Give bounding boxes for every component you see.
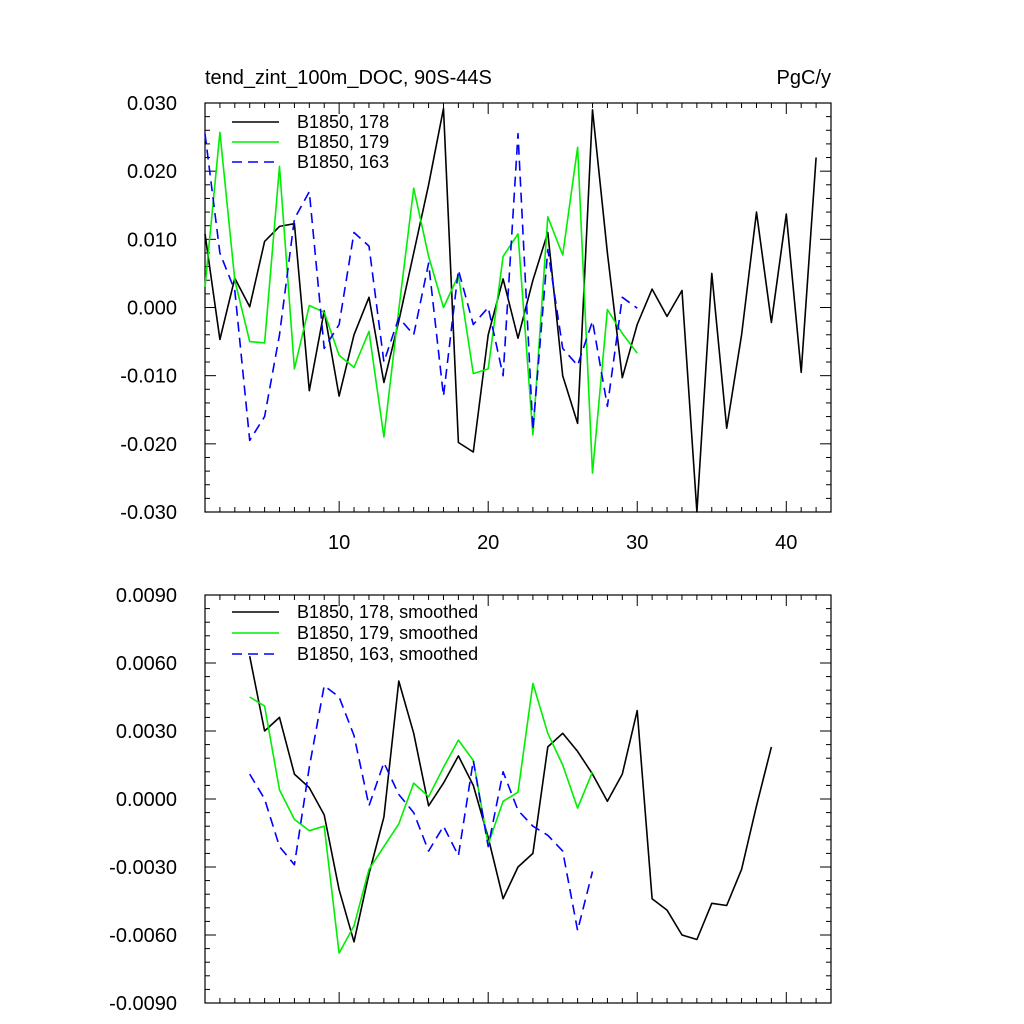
bottom-series-3-point bbox=[518, 810, 519, 811]
top-series-3-point bbox=[592, 321, 593, 322]
top-series-line-3 bbox=[204, 132, 638, 442]
top-legend-label-1: B1850, 178 bbox=[297, 112, 389, 132]
top-y-tick-label: 0.030 bbox=[127, 93, 177, 115]
top-legend-label-2: B1850, 179 bbox=[297, 132, 389, 152]
bottom-y-tick-label: -0.0030 bbox=[109, 857, 177, 879]
bottom-y-tick-label: 0.0090 bbox=[116, 585, 177, 607]
top-y-tick-label: -0.020 bbox=[120, 434, 177, 456]
bottom-series-line-3 bbox=[249, 684, 594, 932]
top-legend-label-3: B1850, 163 bbox=[297, 152, 389, 172]
bottom-legend-label-3: B1850, 163, smoothed bbox=[297, 644, 478, 664]
top-y-tick-label: 0.000 bbox=[127, 298, 177, 320]
bottom-y-tick-label: -0.0090 bbox=[109, 993, 177, 1015]
bottom-y-tick-label: 0.0000 bbox=[116, 789, 177, 811]
bottom-y-tick-label: 0.0060 bbox=[116, 653, 177, 675]
bottom-series-3-point bbox=[279, 846, 280, 847]
bottom-series-3-point bbox=[458, 855, 459, 856]
top-series-line-2 bbox=[204, 131, 638, 474]
top-series-3-point bbox=[383, 362, 384, 363]
top-y-tick-label: 0.010 bbox=[127, 229, 177, 251]
bottom-series-3-point bbox=[383, 762, 384, 763]
top-chart: 10 20 30 40 -0.030 -0.020 -0.010 0.000 0.010 0.02… bbox=[120, 67, 832, 554]
top-x-tick-label: 30 bbox=[626, 532, 648, 554]
bottom-series-3-point bbox=[339, 697, 340, 698]
top-x-tick-label: 20 bbox=[477, 532, 499, 554]
top-series-3-point bbox=[294, 218, 295, 219]
bottom-series-3-point bbox=[443, 826, 444, 827]
top-x-tick-label: 10 bbox=[328, 532, 350, 554]
bottom-y-tick-label: 0.0030 bbox=[116, 721, 177, 743]
top-series-3-point bbox=[443, 396, 444, 397]
top-y-tick-label: 0.020 bbox=[127, 161, 177, 183]
top-series-3-point bbox=[458, 270, 459, 271]
chart-title: tend_zint_100m_DOC, 90S-44S bbox=[205, 67, 492, 89]
bottom-chart: -0.0090 -0.0060 -0.0030 0.0000 0.0030 0.0060 0… bbox=[109, 585, 832, 1015]
top-series-line-1 bbox=[204, 107, 817, 513]
top-y-tick-label: -0.030 bbox=[120, 502, 177, 524]
top-series-3-point bbox=[577, 365, 578, 366]
bottom-series-line-2 bbox=[249, 682, 594, 954]
top-y-tick-label: -0.010 bbox=[120, 366, 177, 388]
top-x-tick-label: 40 bbox=[775, 532, 797, 554]
chart-units: PgC/y bbox=[777, 67, 831, 89]
bottom-series-3-point bbox=[264, 799, 265, 800]
bottom-legend-label-1: B1850, 178, smoothed bbox=[297, 602, 478, 622]
bottom-legend-label-2: B1850, 179, smoothed bbox=[297, 623, 478, 643]
bottom-series-line-1 bbox=[248, 656, 773, 943]
bottom-series-3-point bbox=[324, 685, 325, 686]
bottom-y-tick-label: -0.0060 bbox=[109, 925, 177, 947]
top-series-3-point bbox=[488, 307, 489, 308]
